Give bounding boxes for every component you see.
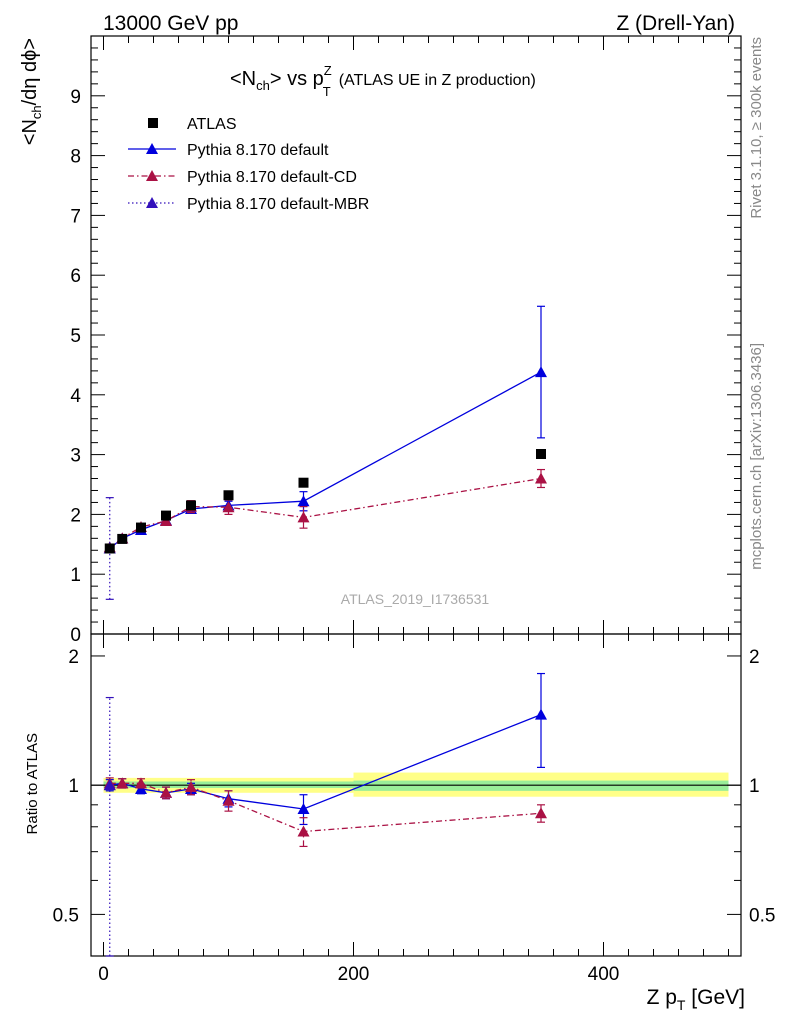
- legend-marker-cd: [146, 170, 158, 181]
- main-y-tick-label: 5: [70, 326, 81, 347]
- main-line-pythia-8-170-default: [109, 371, 542, 550]
- main-point-atlas: [136, 522, 146, 533]
- main-point-pythia-8-170-default-cd: [535, 472, 547, 484]
- ratio-y-tick-label: 2: [68, 647, 79, 668]
- main-ylabel: <Nch/dη dϕ>: [19, 38, 44, 145]
- x-tick-label: 200: [338, 964, 370, 985]
- ratio-y-tick-label-right: 2: [749, 647, 760, 668]
- legend-label-cd: Pythia 8.170 default-CD: [187, 169, 357, 186]
- main-point-atlas: [298, 477, 309, 488]
- main-point-pythia-8-170-default: [297, 495, 310, 507]
- main-y-tick-label: 8: [70, 147, 81, 168]
- ratio-point-pythia-8-170-default: [535, 708, 547, 720]
- x-axis-label: Z pT [GeV]: [647, 986, 745, 1013]
- ratio-frame: [90, 633, 742, 957]
- ratio-point-pythia-8-170-default: [297, 803, 310, 815]
- main-point-pythia-8-170-default-cd: [222, 501, 235, 513]
- rivet-label: Rivet 3.1.10, ≥ 300k events: [748, 37, 765, 219]
- x-tick-label: 0: [98, 964, 109, 985]
- main-y-tick-label: 2: [70, 505, 81, 526]
- header-left: 13000 GeV pp: [103, 12, 238, 35]
- ratio-point-pythia-8-170-default-cd: [185, 781, 197, 793]
- main-point-atlas: [186, 500, 196, 511]
- legend: ATLAS Pythia 8.170 default Pythia 8.170 …: [128, 116, 369, 213]
- ratio-point-pythia-8-170-default-cd: [135, 777, 147, 789]
- main-point-atlas: [161, 510, 171, 521]
- main-y-tick-label: 4: [70, 386, 81, 407]
- main-y-tick-label: 1: [70, 565, 81, 586]
- x-tick-label: 400: [588, 964, 620, 985]
- ratio-point-pythia-8-170-default-cd: [222, 794, 235, 806]
- ratio-y-tick-label: 1: [68, 776, 79, 797]
- ratio-point-pythia-8-170-default-cd: [535, 807, 547, 819]
- ratio-plot: 0.5 0.5 1 1 2 2 0 200 400: [53, 633, 775, 985]
- main-point-pythia-8-170-default: [535, 366, 547, 378]
- main-point-pythia-8-170-default-cd: [297, 511, 310, 523]
- legend-marker-default: [146, 143, 158, 154]
- main-point-atlas: [223, 490, 234, 501]
- legend-label-default: Pythia 8.170 default: [187, 142, 329, 159]
- main-y-tick-label: 3: [70, 446, 81, 467]
- main-plot: 0 1 2 3 4 5 6 7 8 9: [70, 35, 742, 646]
- main-y-tick-label: 9: [70, 87, 81, 108]
- legend-label-mbr: Pythia 8.170 default-MBR: [187, 196, 369, 213]
- ratio-ylabel: Ratio to ATLAS: [24, 733, 41, 834]
- header-right: Z (Drell-Yan): [616, 12, 735, 35]
- ratio-y-tick-label: 0.5: [53, 905, 79, 926]
- analysis-watermark: ATLAS_2019_I1736531: [341, 591, 490, 607]
- legend-marker-mbr: [146, 197, 158, 208]
- main-y-tick-label: 0: [70, 625, 81, 646]
- ratio-point-pythia-8-170-default-cd: [297, 825, 310, 837]
- main-y-tick-label: 6: [70, 266, 81, 287]
- main-y-tick-label: 7: [70, 206, 81, 227]
- mcplots-label: mcplots.cern.ch [arXiv:1306.3436]: [748, 343, 765, 570]
- main-point-atlas: [536, 449, 546, 460]
- main-title: <Nch> vs pZ T(ATLAS UE in Z production): [230, 63, 536, 99]
- ratio-y-tick-label-right: 0.5: [749, 905, 775, 926]
- ratio-point-pythia-8-170-default-mbr: [103, 779, 116, 791]
- legend-marker-atlas: [148, 118, 158, 128]
- legend-label-atlas: ATLAS: [187, 116, 237, 133]
- ratio-y-tick-label-right: 1: [749, 776, 760, 797]
- main-point-atlas: [104, 543, 115, 554]
- ratio-point-pythia-8-170-default-cd: [116, 777, 129, 789]
- ratio-point-pythia-8-170-default-cd: [160, 786, 172, 798]
- main-point-atlas: [117, 533, 128, 544]
